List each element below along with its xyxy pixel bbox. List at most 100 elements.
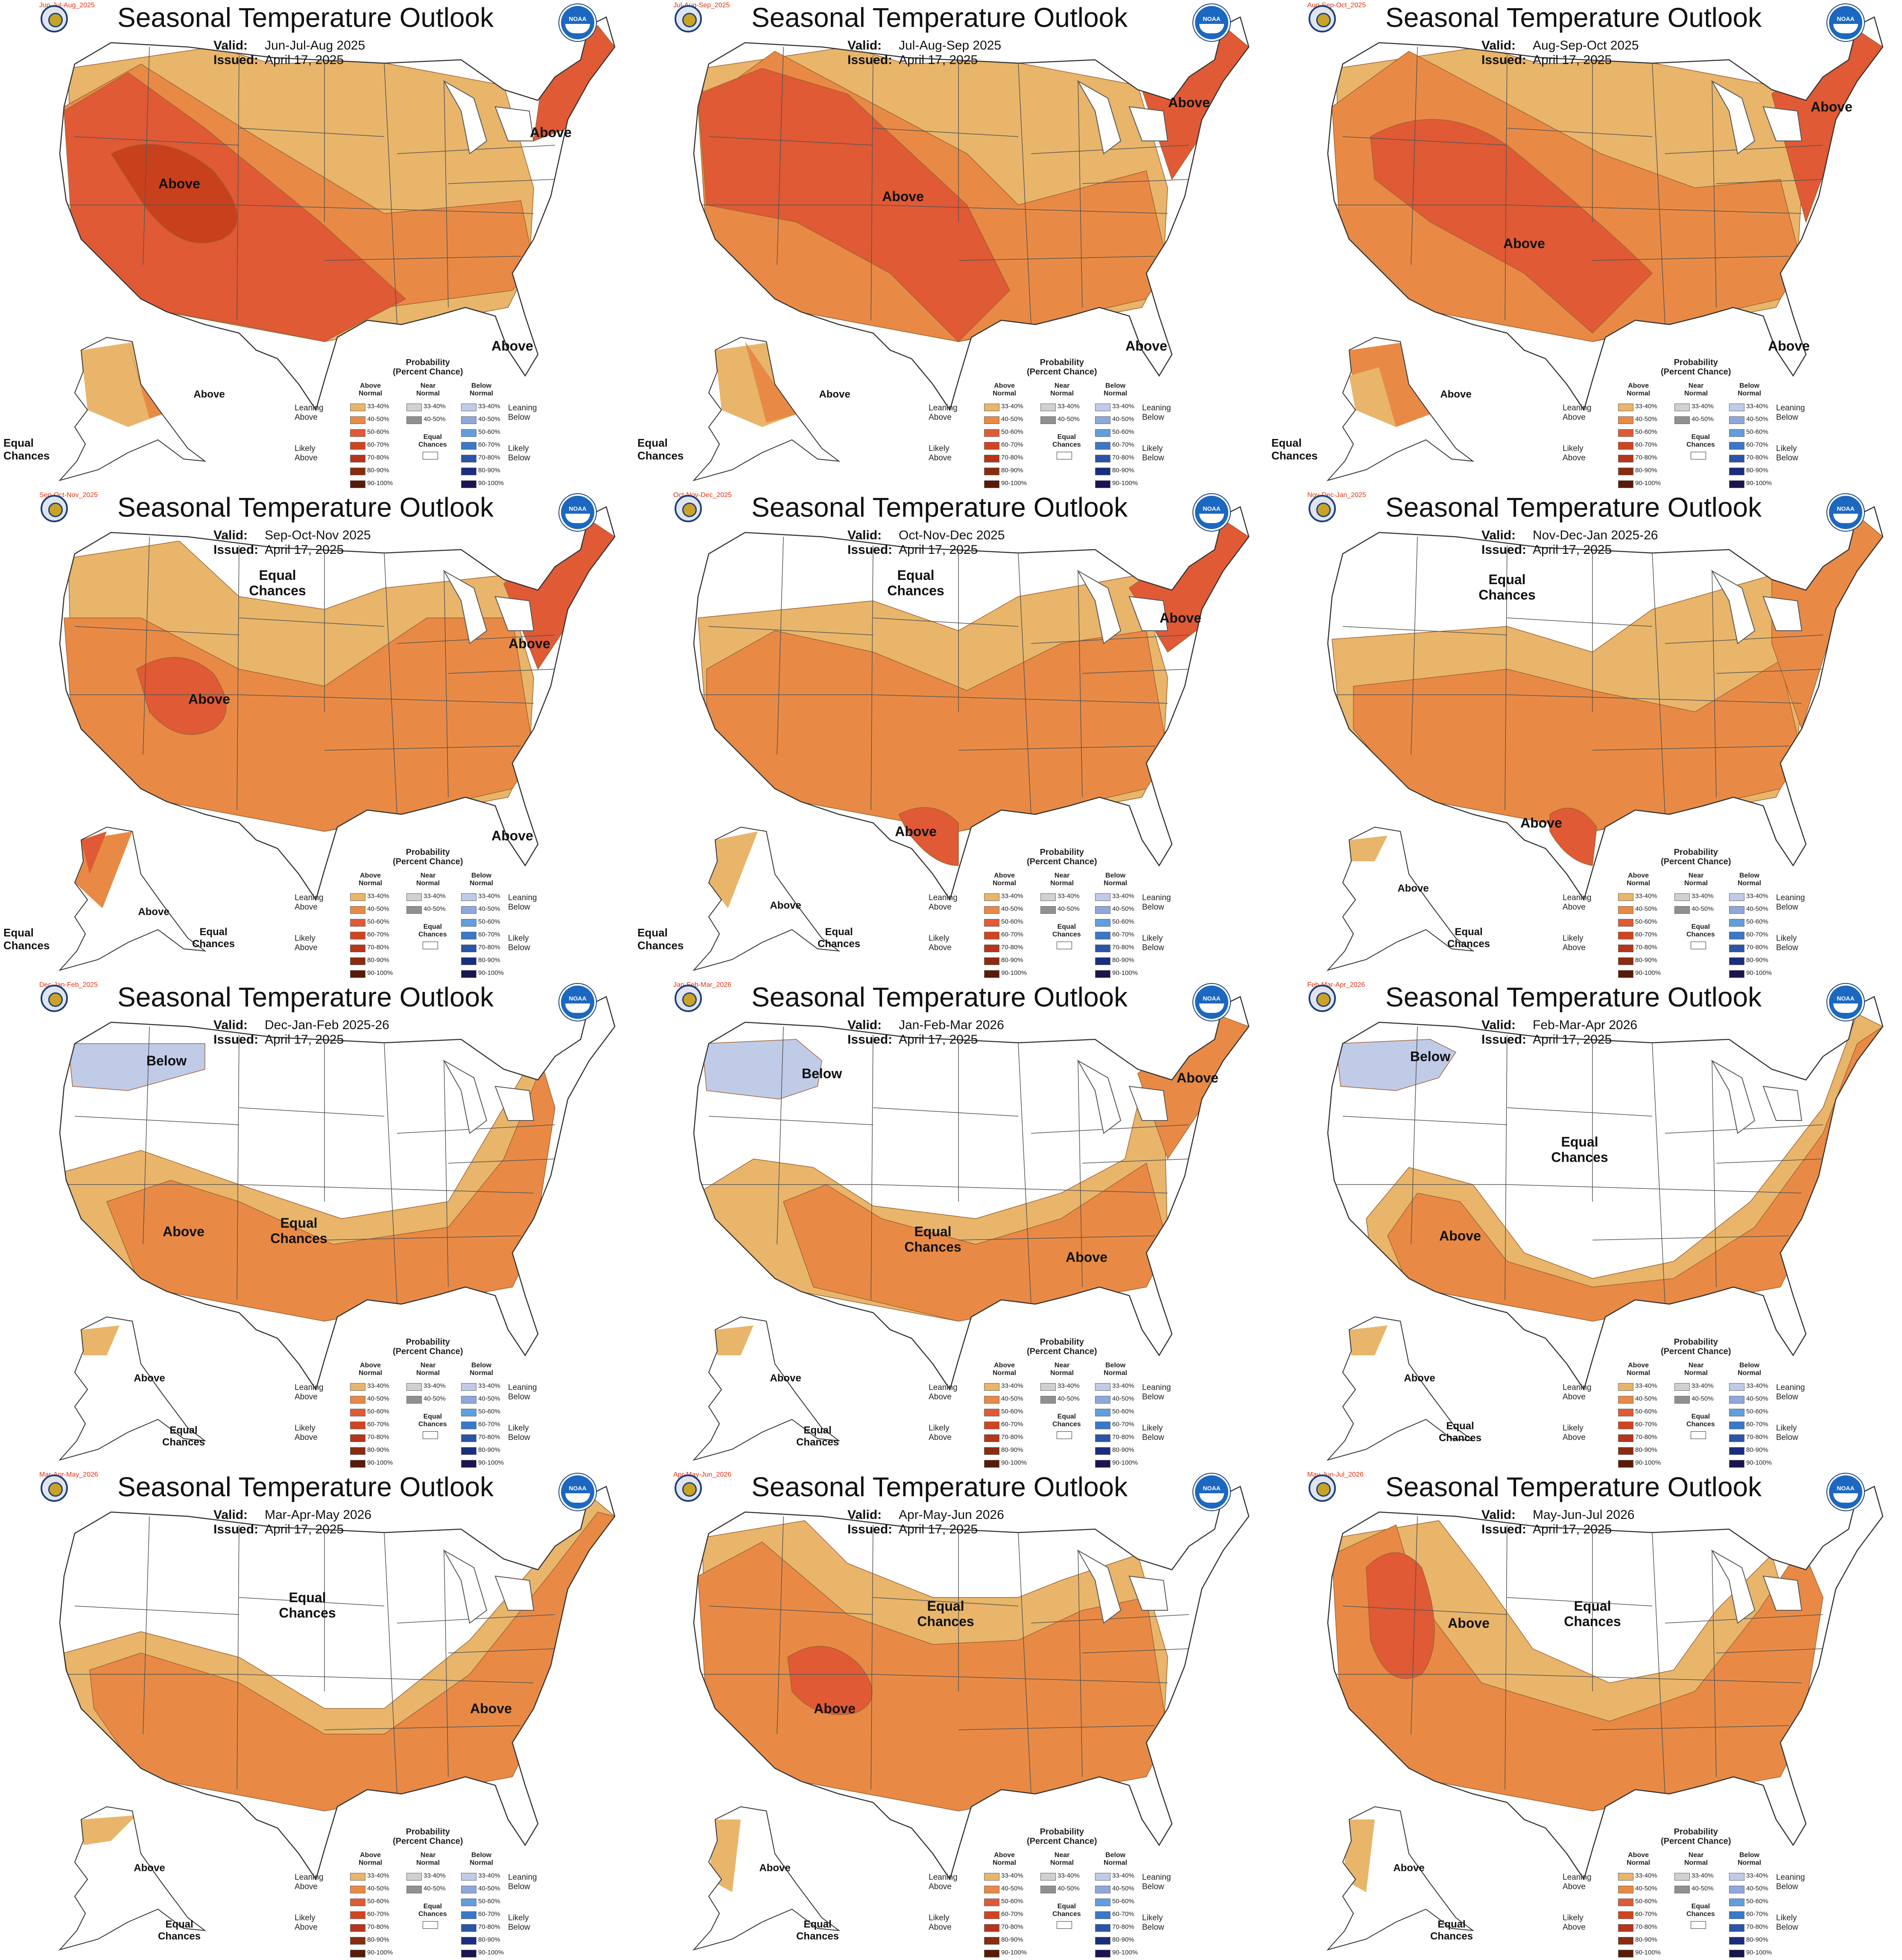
- valid-issued-block: Valid: Dec-Jan-Feb 2025-26 Issued: April 17…: [213, 1018, 389, 1047]
- legend-below-swatch: [1095, 957, 1110, 965]
- conus-outline: [693, 16, 1250, 411]
- legend-below-swatch: [1095, 1460, 1110, 1468]
- alaska-outline: [692, 1806, 841, 1951]
- legend-below-swatch: [1729, 455, 1744, 462]
- noaa-logo-text: NOAA: [569, 1485, 587, 1492]
- legend-near-bin-label: 40-50%: [1058, 905, 1080, 913]
- alaska-outline: [1326, 1806, 1475, 1951]
- alaska-zone-label: Above: [134, 1862, 165, 1874]
- outlook-map: [1326, 16, 1884, 481]
- legend-below-swatch: [461, 442, 476, 450]
- state-border: [1592, 1235, 1789, 1240]
- state-border: [708, 1606, 874, 1615]
- issued-label: Issued:: [1481, 53, 1527, 67]
- legend-below-header: Below Normal: [1104, 872, 1128, 887]
- legend-below-bin-label: 33-40%: [478, 403, 500, 410]
- valid-label: Valid:: [847, 528, 882, 542]
- legend-above-swatch: [984, 1899, 999, 1906]
- legend-title: Probability (Percent Chance): [1661, 848, 1731, 866]
- state-border: [873, 1184, 1168, 1194]
- legend-likely-below: Likely Below: [508, 1913, 530, 1932]
- legend-above-bin-label: 80-90%: [1635, 467, 1657, 474]
- legend-below-swatch: [461, 1911, 476, 1919]
- legend-above-bin-label: 50-60%: [1001, 918, 1023, 925]
- legend-above-bin-label: 90-100%: [1635, 1949, 1661, 1956]
- great-lakes: [1077, 1549, 1169, 1624]
- legend-above-bin-label: 50-60%: [367, 428, 389, 436]
- legend-near-header: Near Normal: [1684, 1362, 1708, 1377]
- state-border: [871, 55, 874, 321]
- state-border: [444, 81, 449, 308]
- zone-label: Equal Chances: [1478, 572, 1536, 603]
- valid-period: Dec-Jan-Feb 2025-26: [265, 1018, 389, 1032]
- alaska-equal-chances-label: Equal Chances: [817, 926, 861, 950]
- legend-near-swatch: [1040, 404, 1056, 411]
- legend-likely-below: Likely Below: [508, 1424, 530, 1442]
- legend-leaning-below: Leaning Below: [1142, 1873, 1171, 1891]
- equal-chances-label: Equal Chances: [1271, 436, 1318, 462]
- legend-above-swatch: [350, 1434, 365, 1442]
- legend-leaning-below: Leaning Below: [508, 893, 537, 912]
- legend-above-bin-label: 80-90%: [1635, 1936, 1657, 1943]
- outlook-map: [58, 16, 616, 481]
- valid-label: Valid:: [213, 528, 248, 542]
- alaska-outline: [58, 1316, 207, 1461]
- issued-date: April 17, 2025: [899, 543, 978, 557]
- legend-below-bin-label: 80-90%: [478, 467, 500, 474]
- state-border: [1505, 1035, 1508, 1300]
- state-border: [873, 1107, 1019, 1117]
- legend-above-swatch: [350, 429, 365, 437]
- legend-near-bin-label: 40-50%: [1692, 415, 1714, 423]
- legend-below-bin-label: 60-70%: [1112, 1910, 1134, 1918]
- legend-above-bin-label: 70-80%: [367, 944, 389, 951]
- legend-above-swatch: [350, 945, 365, 952]
- state-border: [397, 145, 555, 154]
- legend-below-bin-label: 40-50%: [1112, 905, 1134, 913]
- state-border: [1665, 145, 1823, 154]
- state-border: [239, 1107, 385, 1117]
- legend-below-bin-label: 70-80%: [478, 944, 500, 951]
- conus-outline: [693, 1486, 1250, 1881]
- legend-below-bin-label: 40-50%: [1746, 1395, 1768, 1402]
- legend-below-swatch: [1729, 480, 1744, 488]
- legend-below-bin-label: 80-90%: [1112, 957, 1134, 964]
- noaa-logo-icon: NOAA: [1827, 494, 1864, 531]
- doc-seal-icon: [675, 1474, 702, 1502]
- legend-leaning-above: Leaning Above: [295, 404, 324, 422]
- state-border: [1082, 1158, 1189, 1164]
- legend-equal-chances: Equal Chances: [1686, 923, 1715, 938]
- legend-above-swatch: [350, 893, 365, 901]
- legend-below-bin-label: 60-70%: [478, 441, 500, 448]
- state-border: [1712, 570, 1717, 798]
- state-border: [958, 1725, 1155, 1730]
- legend-near-swatch: [1040, 1886, 1056, 1893]
- state-border: [239, 128, 385, 137]
- state-border: [1031, 1614, 1189, 1624]
- legend-ec-swatch: [1691, 1431, 1706, 1439]
- legend-above-swatch: [1618, 1924, 1633, 1932]
- legend-below-swatch: [1095, 1409, 1110, 1416]
- outlook-panel: Jul-Aug-Sep_2025 Seasonal Temperature Out…: [634, 0, 1268, 490]
- zone-label: Below: [146, 1053, 187, 1068]
- state-border: [1712, 1550, 1717, 1777]
- legend-leaning-below: Leaning Below: [1142, 893, 1171, 912]
- legend-likely-above: Likely Above: [295, 444, 318, 462]
- legend-above-bin-label: 33-40%: [1635, 403, 1657, 410]
- legend-above-swatch: [350, 1886, 365, 1893]
- legend-above-swatch: [1618, 1422, 1633, 1429]
- issued-label: Issued:: [847, 1033, 893, 1047]
- state-border: [1712, 1060, 1717, 1287]
- noaa-logo-icon: NOAA: [1193, 494, 1230, 531]
- state-border: [1505, 55, 1508, 321]
- legend-below-bin-label: 80-90%: [1746, 1446, 1768, 1454]
- legend-leaning-below: Leaning Below: [1776, 404, 1805, 422]
- legend-above-swatch: [350, 455, 365, 462]
- legend-above-swatch: [350, 480, 365, 488]
- legend-below-bin-label: 60-70%: [1746, 931, 1768, 938]
- alaska-zone-label: Above: [1440, 389, 1472, 400]
- probability-zone: [1549, 807, 1597, 866]
- legend-near-swatch: [406, 416, 422, 424]
- great-lakes: [1711, 1549, 1803, 1624]
- great-lakes: [443, 80, 535, 155]
- legend-below-swatch: [1729, 1409, 1744, 1416]
